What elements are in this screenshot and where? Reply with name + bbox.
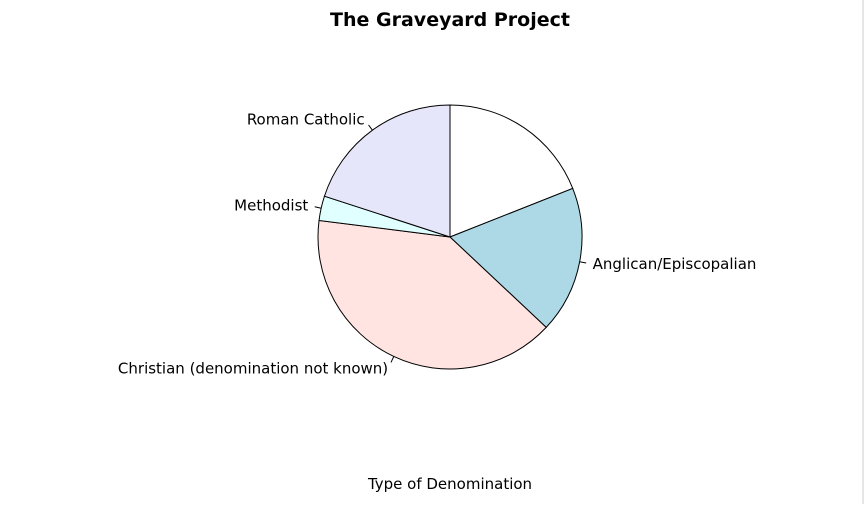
- pie-label-tick: [314, 206, 322, 209]
- pie-slice: [317, 219, 547, 370]
- pie-slice-label: Anglican/Episcopalian: [593, 255, 757, 273]
- chart-title: The Graveyard Project: [330, 9, 570, 31]
- pie-slice: [449, 104, 574, 238]
- pie-label-tick: [390, 356, 395, 363]
- pie-slice-label: Methodist: [234, 196, 308, 214]
- right-border: [862, 0, 864, 504]
- pie-labels: Anglican/Episcopalian Christian (denomina…: [118, 111, 756, 378]
- pie-label-tick: [368, 124, 373, 131]
- pie-label-tick: [579, 261, 587, 264]
- x-axis-label: Type of Denomination: [367, 475, 532, 493]
- pie-slices: [317, 104, 583, 370]
- pie-slice-label: Roman Catholic: [247, 111, 365, 129]
- pie-slice: [323, 104, 451, 238]
- pie-slice-label: Christian (denomination not known): [118, 359, 388, 377]
